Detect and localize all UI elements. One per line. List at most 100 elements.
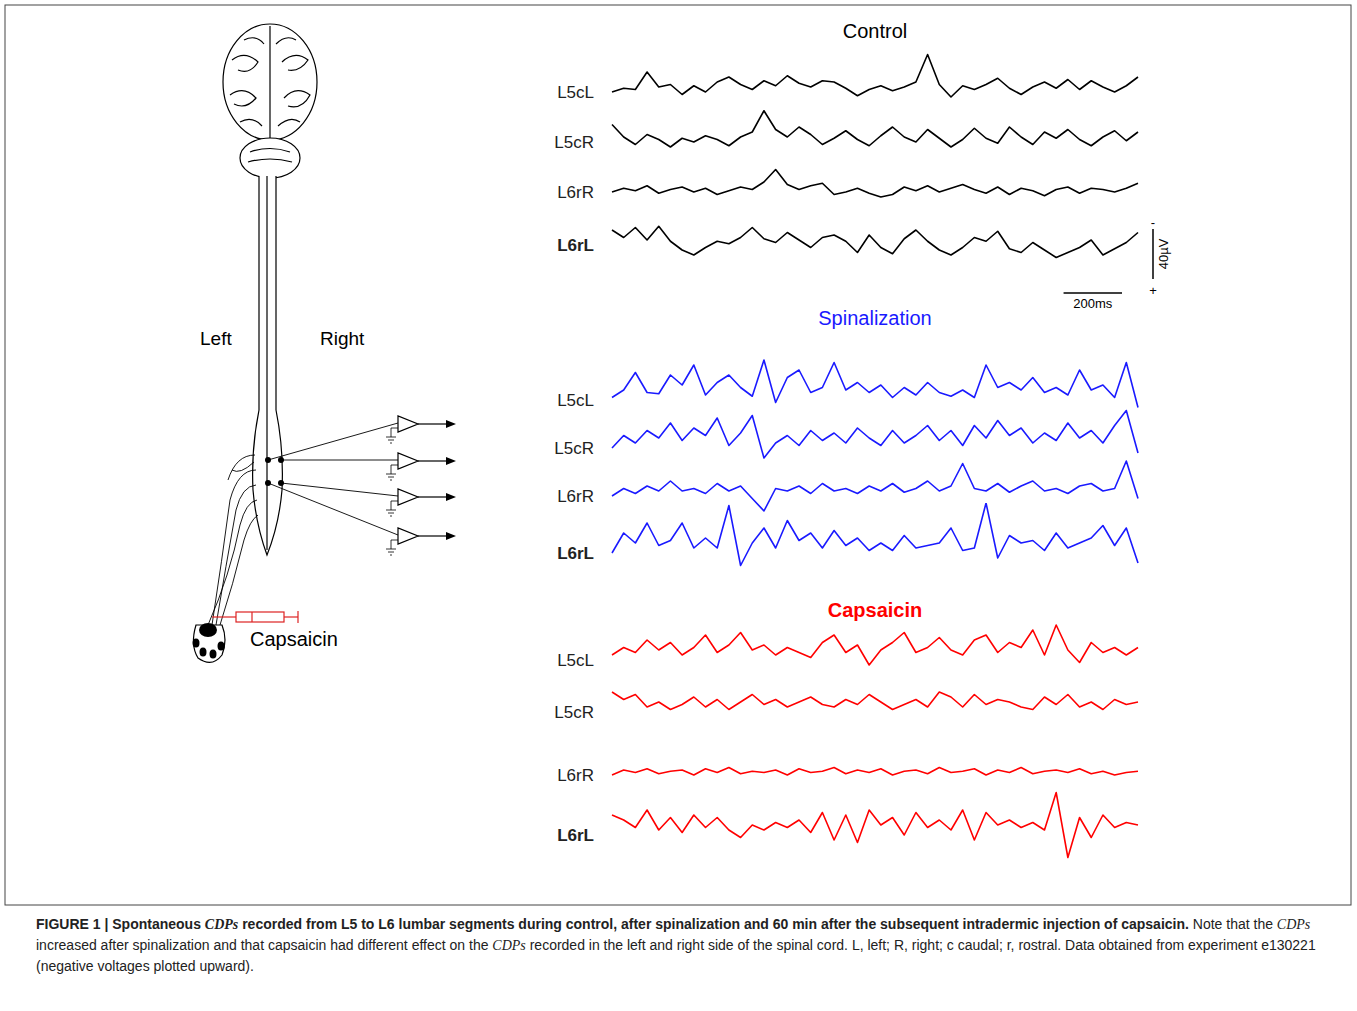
trace-clip-group	[612, 793, 1138, 858]
brain-gyrus	[230, 91, 256, 106]
brain-gyrus	[240, 119, 262, 126]
paw-toe	[193, 639, 200, 648]
output-line	[418, 496, 448, 497]
paw-toe	[210, 650, 217, 659]
brain-gyrus	[244, 38, 264, 44]
trace	[612, 461, 1138, 511]
trace	[612, 503, 1138, 566]
electrode-wire	[268, 423, 398, 460]
caption-run: Note that the	[1189, 916, 1277, 932]
trace-panel: SpinalizationL5cLL5cRL6rRL6rL	[554, 307, 1138, 566]
cord-midline	[266, 176, 267, 550]
channel-label: L6rR	[557, 766, 594, 785]
trace	[612, 411, 1138, 459]
polarity-sign: +	[1149, 283, 1157, 298]
nerve	[208, 500, 257, 625]
spinal-cord	[253, 176, 283, 555]
caption-run: FIGURE 1 | Spontaneous	[36, 916, 205, 932]
trace-clip-group	[612, 625, 1138, 665]
trace-panel: Control L5cL L5cR L6rR L6rL	[554, 20, 1138, 258]
channel-label: L5cL	[557, 391, 594, 410]
trace-clip-group	[612, 503, 1138, 566]
trace-clip-group	[612, 411, 1138, 459]
trace-clip-group	[612, 768, 1138, 776]
trace-clip-group	[612, 226, 1138, 257]
caption-run: CDPs	[492, 938, 525, 953]
spinal-cord-diagram: Capsaicin Left Right	[193, 24, 457, 662]
injection-label: Capsaicin	[250, 628, 338, 650]
voltage-bar	[1152, 229, 1154, 279]
paw-toe	[200, 648, 207, 657]
syringe-barrel	[236, 612, 284, 622]
amplifier	[398, 453, 418, 469]
electrode	[265, 480, 271, 486]
nerve	[228, 455, 255, 480]
trace	[612, 625, 1138, 665]
trace-panel: CapsaicinL5cLL5cRL6rRL6rL	[554, 599, 1138, 858]
output-line	[418, 423, 448, 424]
channel-label: L5cL	[557, 83, 594, 102]
ground	[386, 428, 398, 443]
electrode	[278, 457, 284, 463]
ground	[386, 540, 398, 555]
nerve	[212, 470, 256, 625]
channel-label: L6rR	[557, 183, 594, 202]
arrow-head	[446, 457, 456, 465]
brain-gyrus	[276, 38, 296, 44]
nerve	[220, 515, 258, 625]
electrode-wire	[281, 483, 398, 496]
trace-clip-group	[612, 461, 1138, 511]
caption-run: increased after spinalization and that c…	[36, 937, 492, 953]
channel-label: L5cR	[554, 133, 594, 152]
caption-run: recorded from L5 to L6 lumbar segments d…	[238, 916, 1189, 932]
scale-label: 200ms	[1073, 296, 1113, 311]
channel-label: L6rR	[557, 487, 594, 506]
arrow-head	[446, 493, 456, 501]
amplifier	[398, 416, 418, 432]
trace	[612, 111, 1138, 147]
channel-label: L5cR	[554, 439, 594, 458]
paw-toe	[218, 642, 225, 651]
trace	[612, 692, 1138, 710]
cerebellum	[240, 138, 300, 178]
cerebellum-folds	[248, 149, 292, 163]
side-label: Left	[200, 328, 232, 349]
trace	[612, 55, 1138, 98]
syringe-rod	[284, 616, 298, 617]
brain	[223, 24, 317, 140]
trace	[612, 360, 1138, 408]
time-bar	[1064, 292, 1122, 294]
caption-run: CDPs	[1277, 917, 1310, 932]
polarity-sign: -	[1151, 215, 1155, 230]
channel-label: L6rL	[557, 826, 594, 845]
channel-label: L5cL	[557, 651, 594, 670]
brain-gyrus	[278, 119, 300, 126]
electrode-wire	[281, 460, 398, 461]
output-line	[418, 460, 448, 461]
arrow-head	[446, 532, 456, 540]
ground	[386, 501, 398, 516]
amplifier	[398, 489, 418, 505]
brain-midline	[269, 26, 270, 140]
output-line	[418, 535, 448, 536]
trace-clip-group	[612, 111, 1138, 147]
electrode	[278, 480, 284, 486]
panel-title: Control	[843, 20, 907, 42]
amplifier	[398, 528, 418, 544]
trace	[612, 793, 1138, 858]
brain-gyrus	[282, 55, 308, 70]
paw-pad	[199, 623, 217, 637]
scale-label: 40µV	[1156, 238, 1171, 269]
channel-label: L6rL	[557, 236, 594, 255]
syringe-plunger	[251, 612, 252, 622]
trace-clip-group	[612, 692, 1138, 710]
electrode	[265, 457, 271, 463]
syringe-thumb	[297, 611, 298, 623]
panel-title: Capsaicin	[828, 599, 922, 621]
trace-clip-group	[612, 55, 1138, 98]
brain-gyrus	[232, 55, 258, 71]
scale-bar: - +40µV 200ms	[1064, 215, 1171, 311]
side-label: Right	[320, 328, 365, 349]
caption: FIGURE 1 | Spontaneous CDPs recorded fro…	[36, 914, 1326, 976]
trace-clip-group	[612, 170, 1138, 198]
